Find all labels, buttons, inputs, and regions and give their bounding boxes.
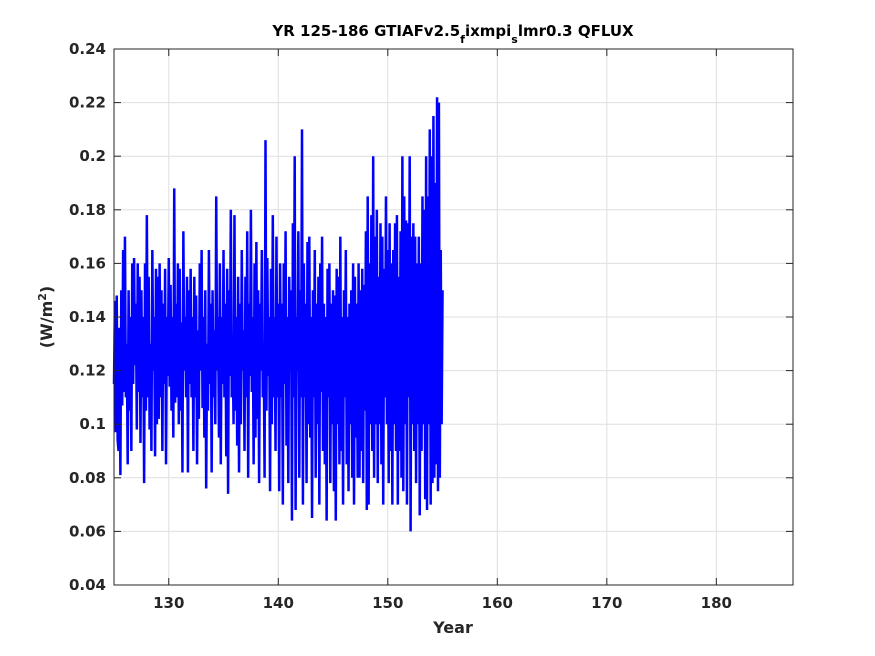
y-tick-label: 0.16 xyxy=(69,254,106,272)
y-tick-label: 0.06 xyxy=(69,522,106,540)
y-tick-label: 0.04 xyxy=(69,576,106,594)
tick-marks xyxy=(114,48,793,586)
x-tick-label: 130 xyxy=(153,594,184,612)
y-axis-title: (W/m2) xyxy=(36,286,57,348)
y-tick-label: 0.14 xyxy=(69,308,106,326)
y-tick-label: 0.22 xyxy=(69,94,106,112)
y-tick-label: 0.12 xyxy=(69,362,106,380)
chart-title-sub2: s xyxy=(511,33,518,46)
chart-title: YR 125-186 GTIAFv2.5fixmpislmr0.3 QFLUX xyxy=(271,22,634,46)
series-line xyxy=(112,97,444,532)
y-tick-label: 0.2 xyxy=(79,147,106,165)
x-tick-label: 140 xyxy=(263,594,294,612)
x-axis-title: Year xyxy=(432,618,473,637)
data-series xyxy=(112,97,444,532)
x-tick-label: 180 xyxy=(701,594,732,612)
chart-title-part1: YR 125-186 GTIAFv2.5 xyxy=(271,22,460,40)
y-tick-label: 0.24 xyxy=(69,40,106,58)
y-axis-title-sup: 2 xyxy=(36,293,49,301)
x-tick-label: 160 xyxy=(482,594,513,612)
chart-title-part2: ixmpi xyxy=(465,22,511,40)
x-tick-label: 170 xyxy=(591,594,622,612)
y-tick-label: 0.18 xyxy=(69,201,106,219)
chart-title-sub1: f xyxy=(460,33,465,46)
y-tick-label: 0.08 xyxy=(69,469,106,487)
x-tick-labels: 130 140 150 160 170 180 xyxy=(153,594,732,612)
y-axis-title-main: (W/m xyxy=(37,301,56,348)
y-tick-label: 0.1 xyxy=(79,415,106,433)
y-axis-title-close: ) xyxy=(37,286,56,293)
y-tick-labels: 0.04 0.06 0.08 0.1 0.12 0.14 0.16 0.18 0.2 0.22 0.… xyxy=(69,40,106,594)
chart-title-part3: lmr0.3 QFLUX xyxy=(518,22,634,40)
x-tick-label: 150 xyxy=(372,594,403,612)
